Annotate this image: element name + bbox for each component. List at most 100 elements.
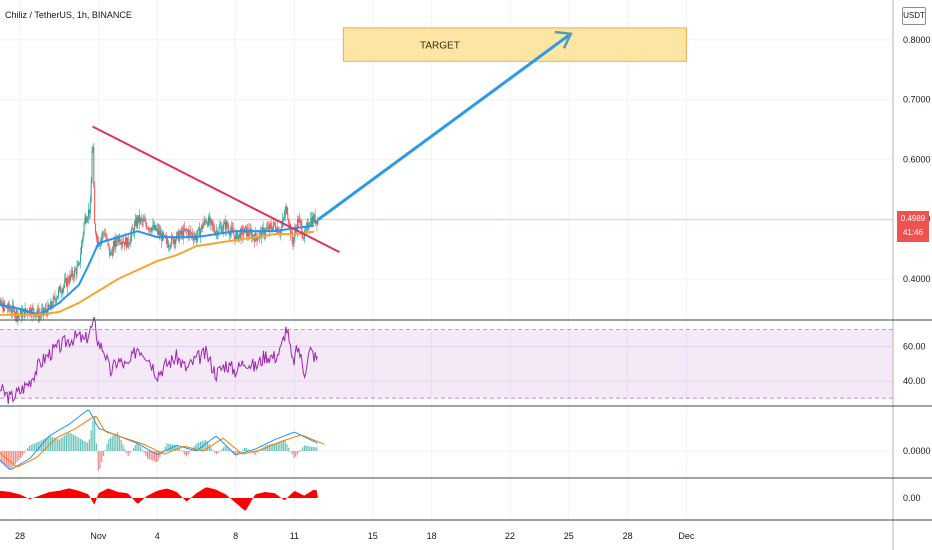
macd-hist-bar — [81, 439, 83, 451]
macd-hist-bar — [67, 432, 69, 451]
candle-body — [28, 313, 30, 314]
candle-body — [156, 228, 158, 230]
macd-hist-bar — [72, 434, 75, 451]
candle-body — [76, 266, 78, 275]
candle-body — [312, 216, 314, 222]
price-panel[interactable] — [0, 142, 319, 326]
candle-body — [310, 218, 312, 224]
date-tick-label: 28 — [623, 531, 633, 541]
macd-hist-bar — [58, 439, 60, 451]
volume-indicator-panel[interactable] — [0, 487, 318, 511]
candle-body — [78, 262, 80, 265]
macd-hist-bar — [79, 438, 82, 451]
candle-body — [91, 150, 93, 184]
grid — [0, 0, 893, 520]
macd-hist-bar — [187, 451, 189, 455]
candle-body — [74, 269, 76, 271]
macd-hist-bar — [99, 451, 101, 469]
macd-hist-bar — [127, 451, 129, 457]
candle-body — [53, 296, 55, 298]
candle-body — [52, 297, 54, 307]
rsi-panel[interactable] — [0, 316, 893, 405]
macd-hist-bar — [35, 442, 38, 451]
macd-hist-bar — [289, 451, 292, 452]
candle-body — [167, 243, 169, 247]
macd-hist-bar — [259, 449, 262, 451]
candle-body — [9, 308, 11, 310]
macd-hist-bar — [95, 443, 98, 451]
candle-body — [148, 228, 150, 230]
price-tick-label: 0.4000 — [903, 274, 931, 284]
macd-hist-bar — [175, 445, 177, 451]
macd-hist-bar — [235, 451, 237, 457]
macd-hist-bar — [312, 447, 315, 451]
candle-body — [154, 225, 156, 230]
macd-hist-bar — [115, 433, 117, 451]
macd-hist-bar — [244, 447, 246, 451]
macd-hist-bar — [152, 451, 154, 461]
macd-tick-label: 0.0000 — [903, 446, 931, 456]
macd-hist-bar — [117, 432, 119, 451]
macd-hist-bar — [65, 433, 68, 451]
candle-body — [268, 224, 270, 231]
macd-hist-bar — [148, 451, 150, 460]
candle-body — [101, 236, 103, 240]
candle-body — [24, 308, 26, 317]
candle-body — [292, 242, 294, 244]
candle-body — [4, 302, 6, 307]
macd-hist-bar — [266, 444, 269, 451]
candle-body — [89, 202, 91, 214]
candle-body — [208, 216, 210, 224]
candle-body — [110, 251, 112, 256]
candle-body — [68, 282, 70, 283]
candle-body — [139, 215, 141, 223]
candle-body — [135, 219, 137, 227]
candle-body — [274, 222, 276, 225]
macd-hist-bar — [138, 443, 140, 451]
macd-hist-bar — [219, 451, 221, 452]
candle-body — [302, 235, 304, 238]
candle-body — [312, 216, 314, 225]
trendline[interactable] — [92, 125, 340, 253]
macd-hist-bar — [245, 447, 247, 451]
macd-panel[interactable] — [0, 409, 325, 471]
macd-hist-bar — [258, 451, 260, 452]
candle-body — [300, 221, 302, 225]
candle-body — [239, 232, 241, 240]
candle-body — [63, 285, 65, 289]
candle-body — [170, 245, 172, 247]
date-tick-label: 15 — [368, 531, 378, 541]
candle-body — [13, 308, 15, 317]
candle-body — [108, 243, 110, 247]
macd-line — [0, 409, 318, 470]
macd-hist-bar — [222, 447, 225, 451]
candle-body — [240, 228, 242, 240]
candle-body — [262, 227, 264, 229]
macd-hist-bar — [46, 437, 48, 451]
candle-body — [305, 225, 307, 231]
macd-hist-bar — [277, 442, 279, 451]
candle-body — [98, 245, 100, 247]
candle-body — [197, 229, 199, 237]
macd-hist-bar — [118, 435, 120, 451]
candle-body — [43, 307, 45, 314]
candle-body — [10, 309, 12, 313]
macd-hist-bar — [210, 447, 212, 451]
macd-hist-bar — [18, 451, 20, 460]
candle-body — [17, 314, 19, 319]
candle-body — [301, 224, 303, 236]
macd-hist-bar — [228, 448, 230, 451]
currency-badge[interactable]: USDT — [902, 7, 926, 25]
drawings-layer[interactable] — [92, 30, 573, 253]
macd-hist-bar — [302, 447, 304, 451]
macd-hist-bar — [71, 433, 73, 451]
macd-hist-bar — [55, 438, 57, 451]
candle-body — [185, 229, 187, 231]
macd-hist-bar — [154, 451, 156, 462]
macd-hist-bar — [268, 444, 270, 451]
candle-body — [251, 231, 253, 239]
macd-hist-bar — [97, 451, 99, 471]
macd-hist-bar — [0, 451, 2, 464]
target-arrow[interactable] — [317, 32, 572, 222]
